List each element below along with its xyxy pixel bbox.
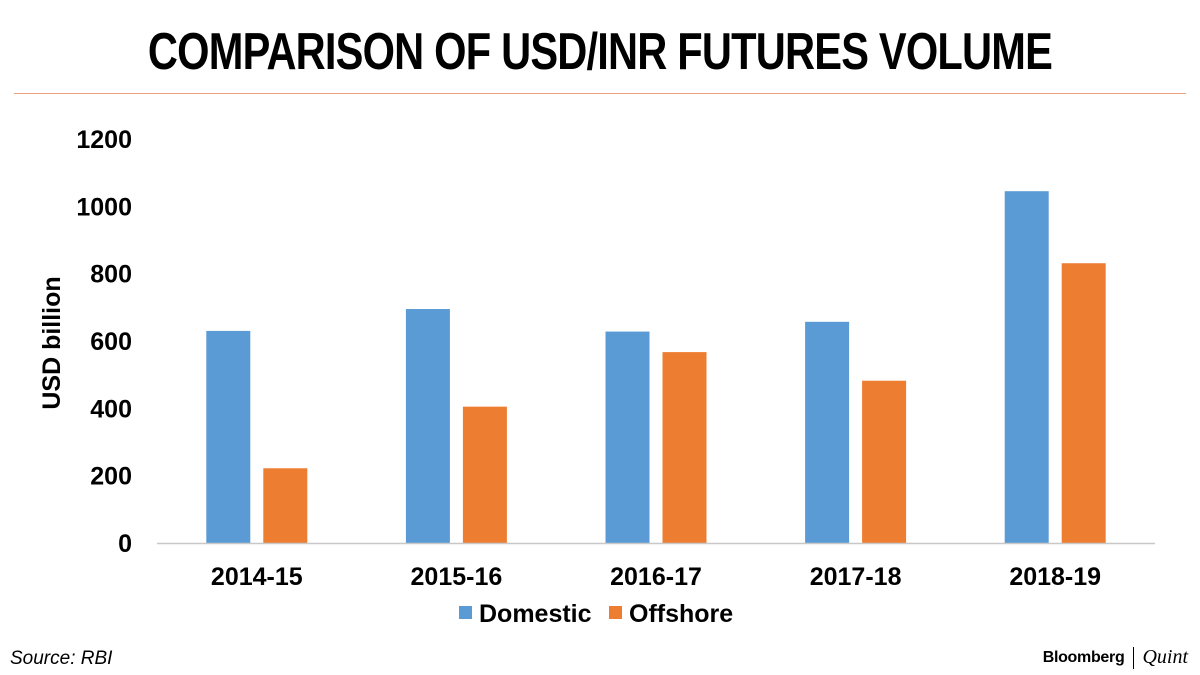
legend-swatch-offshore	[609, 606, 622, 619]
brand-logo: Bloomberg Quint	[1043, 646, 1188, 669]
y-axis-ticks: 0 200 400 600 800 1000 1200	[76, 126, 132, 558]
x-tick-label: 2015-16	[411, 563, 503, 591]
x-tick-label: 2014-15	[211, 563, 303, 591]
y-axis-label: USD billion	[38, 276, 66, 409]
y-tick-label: 400	[90, 395, 132, 423]
bar-offshore-2016-17	[662, 352, 707, 543]
legend: Domestic Offshore	[459, 600, 733, 628]
quint-wordmark: Quint	[1142, 646, 1188, 668]
bloomberg-wordmark: Bloomberg	[1042, 648, 1125, 666]
bar-domestic-2017-18	[805, 321, 850, 543]
y-tick-label: 1000	[76, 193, 132, 221]
bar-domestic-2016-17	[605, 331, 650, 543]
bar-domestic-2015-16	[405, 309, 450, 543]
bar-domestic-2018-19	[1004, 191, 1049, 543]
y-tick-label: 800	[90, 261, 132, 289]
y-tick-label: 0	[118, 530, 132, 558]
y-tick-label: 600	[90, 328, 132, 356]
x-axis-ticks: 2014-15 2015-16 2016-17 2017-18 2018-19	[211, 563, 1101, 591]
x-tick-label: 2018-19	[1009, 563, 1101, 591]
bars	[206, 191, 1106, 543]
legend-label-offshore: Offshore	[629, 600, 733, 628]
brand-separator	[1133, 646, 1135, 669]
legend-swatch-domestic	[459, 606, 472, 619]
bar-offshore-2018-19	[1061, 263, 1106, 543]
bar-offshore-2015-16	[462, 406, 507, 543]
x-tick-label: 2016-17	[610, 563, 702, 591]
bar-offshore-2017-18	[862, 380, 907, 543]
legend-label-domestic: Domestic	[479, 600, 592, 628]
x-tick-label: 2017-18	[810, 563, 902, 591]
source-note: Source: RBI	[10, 648, 113, 669]
page-title: COMPARISON OF USD/INR FUTURES VOLUME	[147, 23, 1053, 81]
bar-domestic-2014-15	[206, 330, 251, 543]
y-tick-label: 200	[90, 463, 132, 491]
y-tick-label: 1200	[76, 126, 132, 154]
title-divider	[14, 93, 1186, 94]
bar-offshore-2014-15	[263, 468, 308, 543]
